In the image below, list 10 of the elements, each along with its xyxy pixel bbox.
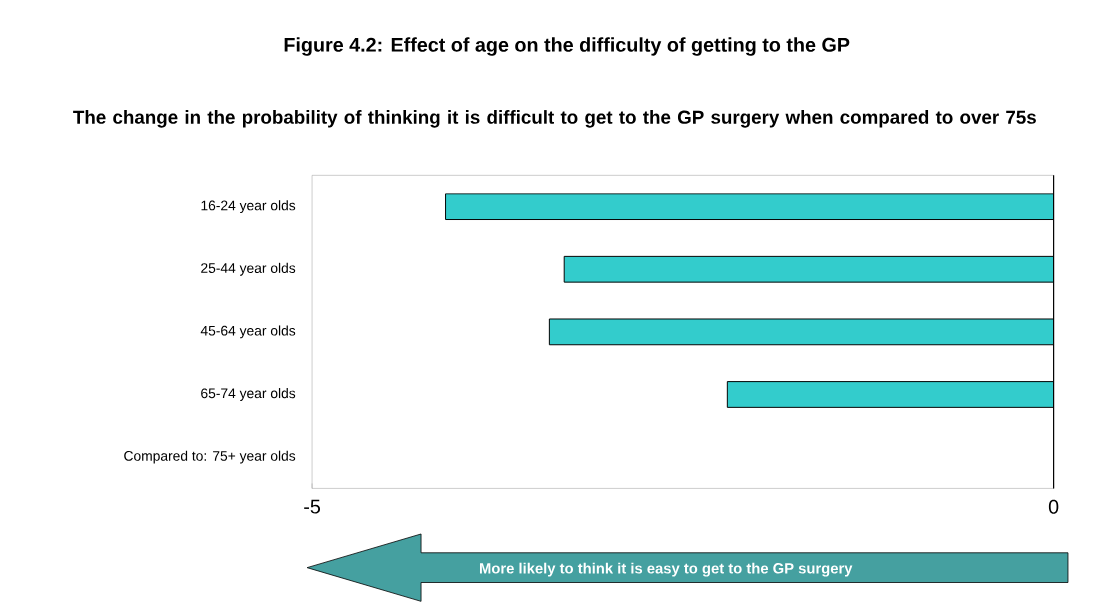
y-tick-label: 25-44 year olds bbox=[201, 262, 296, 276]
chart-subtitle: The change in the probability of thinking it is difficult to get to the GP surgery when compared to over 75s bbox=[73, 109, 1036, 128]
text: More likely to think it is easy to get to the GP surgery bbox=[479, 562, 853, 577]
y-tick-label: 45-64 year olds bbox=[200, 325, 296, 339]
x-tick-label: 0 bbox=[1048, 499, 1059, 514]
chart-title: Figure 4.2: Effect of age on the difficulty of getting to the GP bbox=[284, 37, 850, 56]
y-tick-label: Compared to: 75+ year olds bbox=[124, 450, 296, 464]
x-tick-label: -5 bbox=[304, 499, 321, 514]
y-tick-label: 65-74 year olds bbox=[201, 387, 296, 401]
y-tick-label: 16-24 year olds bbox=[201, 200, 296, 213]
